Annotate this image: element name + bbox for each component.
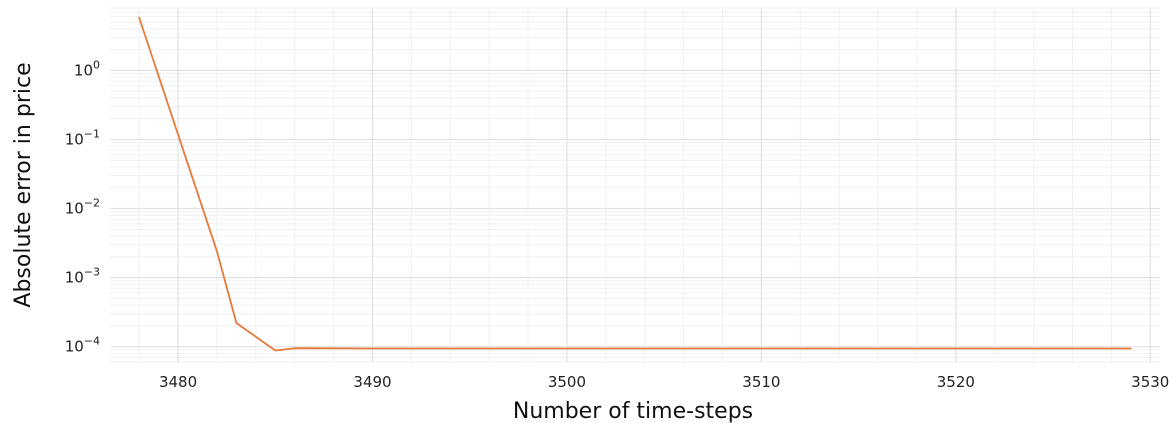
y-axis-title: Absolute error in price	[11, 62, 36, 307]
y-tick-label: 10−1	[65, 127, 100, 148]
series-line-1	[138, 16, 1132, 352]
x-tick-label: 3480	[159, 373, 197, 391]
x-tick-label: 3530	[1131, 373, 1169, 391]
y-tick-label: 10−3	[65, 266, 100, 287]
series-layer	[138, 16, 1132, 352]
x-tick-label: 3510	[742, 373, 780, 391]
y-tick-label: 10−4	[65, 335, 100, 356]
x-tick-label: 3490	[353, 373, 391, 391]
x-tick-label: 3500	[548, 373, 586, 391]
x-tick-labels: 3480 3490 3500 3510 3520 3530	[159, 373, 1169, 391]
y-tick-label: 10−2	[65, 197, 100, 218]
y-tick-label: 100	[74, 58, 100, 79]
x-tick-label: 3520	[937, 373, 975, 391]
major-gridlines	[110, 8, 1160, 362]
x-axis-title: Number of time-steps	[513, 399, 753, 423]
y-tick-labels: 100 10−1 10−2 10−3 10−4	[65, 58, 100, 355]
minor-gridlines	[110, 7, 1160, 363]
